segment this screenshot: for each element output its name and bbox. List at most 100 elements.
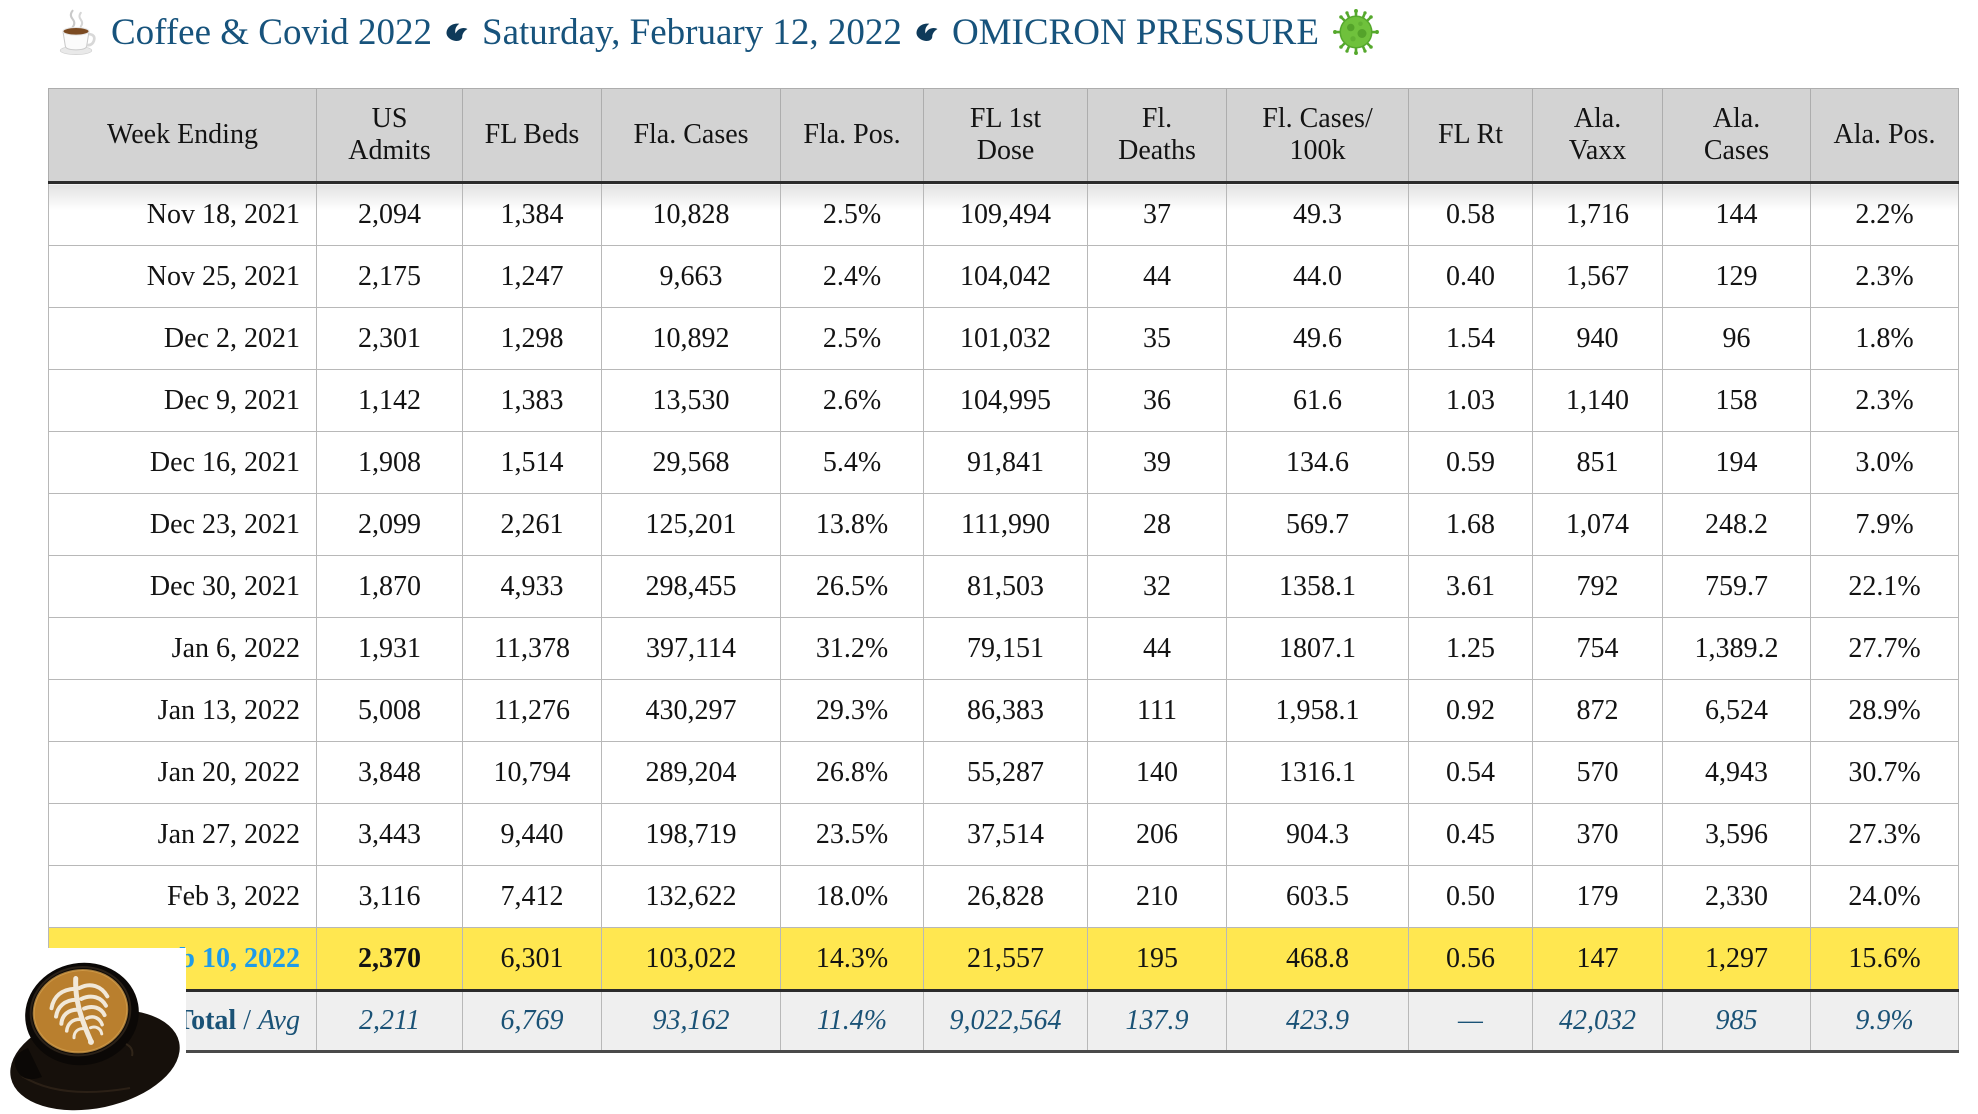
value-cell: 37,514 bbox=[923, 803, 1088, 866]
value-cell: 3.0% bbox=[1810, 431, 1959, 494]
value-cell: 2.5% bbox=[780, 182, 924, 246]
week-ending-cell: Dec 2, 2021 bbox=[48, 307, 317, 370]
value-cell: 1,247 bbox=[462, 245, 602, 308]
value-cell: 1,383 bbox=[462, 369, 602, 432]
value-cell: 104,042 bbox=[923, 245, 1088, 308]
total-value-cell: 137.9 bbox=[1087, 990, 1227, 1053]
table-row: Feb 10, 2022 2,370 6,301 103,022 14.3% 21,557… bbox=[48, 927, 1959, 992]
table-body: Nov 18, 2021 2,094 1,384 10,828 2.5% 109,494 3… bbox=[48, 182, 1959, 992]
table-row: Dec 23, 2021 2,099 2,261 125,201 13.8% 111,99… bbox=[48, 493, 1959, 556]
value-cell: 0.50 bbox=[1408, 865, 1533, 928]
value-cell: 28.9% bbox=[1810, 679, 1959, 742]
value-cell: 289,204 bbox=[601, 741, 781, 804]
total-value-cell: 11.4% bbox=[780, 990, 924, 1053]
week-ending-cell: Jan 6, 2022 bbox=[48, 617, 317, 680]
value-cell: 569.7 bbox=[1226, 493, 1409, 556]
week-ending-cell: Jan 27, 2022 bbox=[48, 803, 317, 866]
column-header: Ala. Cases bbox=[1662, 88, 1811, 184]
value-cell: 2.6% bbox=[780, 369, 924, 432]
value-cell: 0.92 bbox=[1408, 679, 1533, 742]
value-cell: 29,568 bbox=[601, 431, 781, 494]
value-cell: 2,099 bbox=[316, 493, 463, 556]
page-title: Coffee & Covid 2022 Saturday, February 1… bbox=[54, 4, 1380, 60]
table-row: Nov 18, 2021 2,094 1,384 10,828 2.5% 109,494 3… bbox=[48, 182, 1959, 246]
value-cell: 15.6% bbox=[1810, 927, 1959, 992]
value-cell: 2.5% bbox=[780, 307, 924, 370]
value-cell: 35 bbox=[1087, 307, 1227, 370]
table-row: Nov 25, 2021 2,175 1,247 9,663 2.4% 104,042 44… bbox=[48, 245, 1959, 308]
value-cell: 2,175 bbox=[316, 245, 463, 308]
column-header: Fl. Deaths bbox=[1087, 88, 1227, 184]
value-cell: 179 bbox=[1532, 865, 1663, 928]
value-cell: 86,383 bbox=[923, 679, 1088, 742]
value-cell: 10,794 bbox=[462, 741, 602, 804]
value-cell: 851 bbox=[1532, 431, 1663, 494]
column-header: FL Beds bbox=[462, 88, 602, 184]
value-cell: 111,990 bbox=[923, 493, 1088, 556]
value-cell: 11,378 bbox=[462, 617, 602, 680]
value-cell: 3,596 bbox=[1662, 803, 1811, 866]
value-cell: 158 bbox=[1662, 369, 1811, 432]
value-cell: 9,440 bbox=[462, 803, 602, 866]
total-value-cell: 6,769 bbox=[462, 990, 602, 1053]
value-cell: 55,287 bbox=[923, 741, 1088, 804]
value-cell: 904.3 bbox=[1226, 803, 1409, 866]
value-cell: 759.7 bbox=[1662, 555, 1811, 618]
value-cell: 1.8% bbox=[1810, 307, 1959, 370]
value-cell: 2.3% bbox=[1810, 245, 1959, 308]
value-cell: 1,908 bbox=[316, 431, 463, 494]
total-value-cell: 42,032 bbox=[1532, 990, 1663, 1053]
value-cell: 49.6 bbox=[1226, 307, 1409, 370]
value-cell: 44 bbox=[1087, 617, 1227, 680]
value-cell: 22.1% bbox=[1810, 555, 1959, 618]
value-cell: 31.2% bbox=[780, 617, 924, 680]
value-cell: 198,719 bbox=[601, 803, 781, 866]
value-cell: 754 bbox=[1532, 617, 1663, 680]
value-cell: 0.58 bbox=[1408, 182, 1533, 246]
week-ending-cell: Jan 20, 2022 bbox=[48, 741, 317, 804]
value-cell: 1,140 bbox=[1532, 369, 1663, 432]
latte-photo bbox=[0, 948, 186, 1114]
virus-icon bbox=[1333, 9, 1379, 55]
value-cell: 21,557 bbox=[923, 927, 1088, 992]
value-cell: 96 bbox=[1662, 307, 1811, 370]
value-cell: 370 bbox=[1532, 803, 1663, 866]
value-cell: 29.3% bbox=[780, 679, 924, 742]
total-value-cell: 423.9 bbox=[1226, 990, 1409, 1053]
value-cell: 3,848 bbox=[316, 741, 463, 804]
value-cell: 27.3% bbox=[1810, 803, 1959, 866]
header-row: Week Ending US Admits FL Beds Fla. Cases Fla.… bbox=[48, 88, 1959, 184]
column-header: Fla. Pos. bbox=[780, 88, 924, 184]
value-cell: 210 bbox=[1087, 865, 1227, 928]
value-cell: 109,494 bbox=[923, 182, 1088, 246]
total-row: Total / Avg 2,211 6,769 93,162 11.4% 9,022,5… bbox=[48, 990, 1959, 1053]
value-cell: 397,114 bbox=[601, 617, 781, 680]
value-cell: 1,074 bbox=[1532, 493, 1663, 556]
value-cell: 1,297 bbox=[1662, 927, 1811, 992]
value-cell: 7.9% bbox=[1810, 493, 1959, 556]
value-cell: 4,943 bbox=[1662, 741, 1811, 804]
value-cell: 1358.1 bbox=[1226, 555, 1409, 618]
value-cell: 2.3% bbox=[1810, 369, 1959, 432]
value-cell: 61.6 bbox=[1226, 369, 1409, 432]
title-segment-2: Saturday, February 12, 2022 bbox=[482, 11, 902, 53]
value-cell: 23.5% bbox=[780, 803, 924, 866]
value-cell: 2.4% bbox=[780, 245, 924, 308]
column-header: FL Rt bbox=[1408, 88, 1533, 184]
value-cell: 1,931 bbox=[316, 617, 463, 680]
total-value-cell: 985 bbox=[1662, 990, 1811, 1053]
value-cell: 468.8 bbox=[1226, 927, 1409, 992]
total-label-avg: Avg bbox=[258, 1005, 300, 1036]
value-cell: 24.0% bbox=[1810, 865, 1959, 928]
value-cell: 3.61 bbox=[1408, 555, 1533, 618]
value-cell: 872 bbox=[1532, 679, 1663, 742]
week-ending-cell: Dec 9, 2021 bbox=[48, 369, 317, 432]
value-cell: 10,828 bbox=[601, 182, 781, 246]
value-cell: 1.03 bbox=[1408, 369, 1533, 432]
column-header: Ala. Vaxx bbox=[1532, 88, 1663, 184]
week-ending-cell: Feb 3, 2022 bbox=[48, 865, 317, 928]
value-cell: 104,995 bbox=[923, 369, 1088, 432]
value-cell: 940 bbox=[1532, 307, 1663, 370]
table-row: Jan 6, 2022 1,931 11,378 397,114 31.2% 79,151… bbox=[48, 617, 1959, 680]
